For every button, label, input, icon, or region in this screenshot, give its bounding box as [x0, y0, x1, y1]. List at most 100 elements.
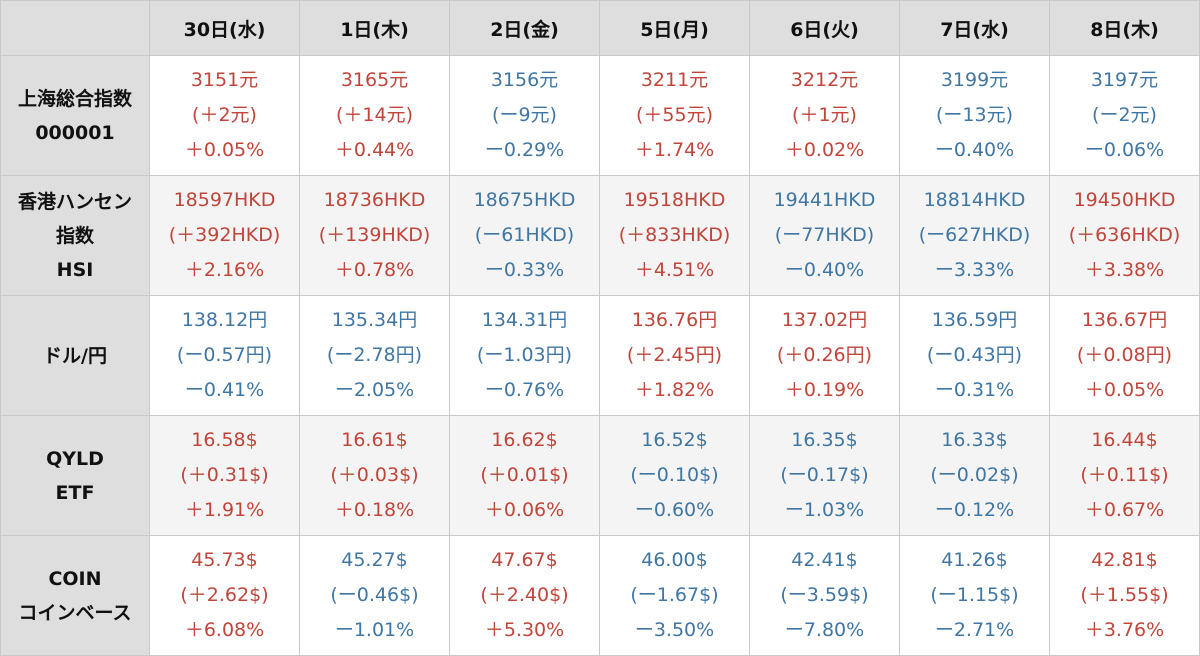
price-value: 16.58$: [191, 429, 258, 451]
price-value: 19441HKD: [773, 189, 876, 211]
change-value: (ー0.17$): [780, 464, 869, 486]
percent-change: ＋0.05%: [184, 139, 265, 161]
table-body: 上海総合指数 000001 3151元 (＋2元) ＋0.05% 3165元 (＋14元) ＋…: [0, 55, 1200, 656]
change-value: (＋55元): [635, 104, 713, 126]
percent-change: ＋4.51%: [634, 259, 715, 281]
quote-cell: 16.33$ (ー0.02$) ー0.12%: [899, 415, 1050, 536]
change-value: (＋139HKD): [318, 224, 431, 246]
quote-cell: 136.67円 (＋0.08円) ＋0.05%: [1049, 295, 1200, 416]
change-value: (＋2.62$): [180, 584, 269, 606]
price-value: 3165元: [340, 69, 409, 91]
change-value: (＋1.55$): [1080, 584, 1169, 606]
change-value: (＋0.03$): [330, 464, 419, 486]
change-value: (＋2.45円): [626, 344, 723, 366]
day-header: 6日(火): [749, 0, 900, 56]
quote-cell: 134.31円 (ー1.03円) ー0.76%: [449, 295, 600, 416]
percent-change: ー0.33%: [484, 259, 565, 281]
price-value: 16.35$: [791, 429, 858, 451]
quote-cell: 45.27$ (ー0.46$) ー1.01%: [299, 535, 450, 656]
price-value: 3211元: [640, 69, 709, 91]
quote-cell: 16.52$ (ー0.10$) ー0.60%: [599, 415, 750, 536]
change-value: (ー0.43円): [926, 344, 1023, 366]
quote-cell: 136.59円 (ー0.43円) ー0.31%: [899, 295, 1050, 416]
percent-change: ー0.60%: [634, 499, 715, 521]
percent-change: ＋0.44%: [334, 139, 415, 161]
percent-change: ＋0.18%: [334, 499, 415, 521]
quote-cell: 19441HKD (ー77HKD) ー0.40%: [749, 175, 900, 296]
price-value: 45.27$: [341, 549, 408, 571]
price-value: 47.67$: [491, 549, 558, 571]
percent-change: ー0.29%: [484, 139, 565, 161]
change-value: (ー2元): [1092, 104, 1157, 126]
price-value: 16.33$: [941, 429, 1008, 451]
price-value: 46.00$: [641, 549, 708, 571]
quote-cell: 42.81$ (＋1.55$) ＋3.76%: [1049, 535, 1200, 656]
quote-cell: 42.41$ (ー3.59$) ー7.80%: [749, 535, 900, 656]
price-value: 16.44$: [1091, 429, 1158, 451]
change-value: (ー3.59$): [780, 584, 869, 606]
price-value: 19518HKD: [623, 189, 726, 211]
price-value: 42.41$: [791, 549, 858, 571]
change-value: (＋0.31$): [180, 464, 269, 486]
price-value: 138.12円: [181, 309, 268, 331]
quote-cell: 41.26$ (ー1.15$) ー2.71%: [899, 535, 1050, 656]
quote-cell: 137.02円 (＋0.26円) ＋0.19%: [749, 295, 900, 416]
change-value: (ー0.46$): [330, 584, 419, 606]
change-value: (ー2.78円): [326, 344, 423, 366]
percent-change: ＋1.74%: [634, 139, 715, 161]
price-value: 18736HKD: [323, 189, 426, 211]
quote-cell: 16.35$ (ー0.17$) ー1.03%: [749, 415, 900, 536]
quote-cell: 18597HKD (＋392HKD) ＋2.16%: [149, 175, 300, 296]
change-value: (ー13元): [935, 104, 1013, 126]
quote-cell: 19450HKD (＋636HKD) ＋3.38%: [1049, 175, 1200, 296]
change-value: (ー1.67$): [630, 584, 719, 606]
change-value: (ー0.57円): [176, 344, 273, 366]
day-header: 7日(水): [899, 0, 1050, 56]
quote-cell: 138.12円 (ー0.57円) ー0.41%: [149, 295, 300, 416]
table-row: QYLD ETF 16.58$ (＋0.31$) ＋1.91% 16.61$ (＋0.03$…: [0, 415, 1200, 536]
change-value: (＋0.08円): [1076, 344, 1173, 366]
price-value: 16.62$: [491, 429, 558, 451]
percent-change: ー0.40%: [934, 139, 1015, 161]
table-row: 香港ハンセン 指数 HSI 18597HKD (＋392HKD) ＋2.16% 18736H…: [0, 175, 1200, 296]
change-value: (＋14元): [335, 104, 413, 126]
quote-cell: 46.00$ (ー1.67$) ー3.50%: [599, 535, 750, 656]
price-value: 42.81$: [1091, 549, 1158, 571]
header-corner: [0, 0, 150, 56]
percent-change: ＋0.19%: [784, 379, 865, 401]
row-label-line: COIN: [48, 567, 102, 590]
percent-change: ＋6.08%: [184, 619, 265, 641]
quote-cell: 16.62$ (＋0.01$) ＋0.06%: [449, 415, 600, 536]
percent-change: ＋3.38%: [1084, 259, 1165, 281]
price-value: 3151元: [190, 69, 259, 91]
percent-change: ＋0.02%: [784, 139, 865, 161]
change-value: (＋0.01$): [480, 464, 569, 486]
row-label: ドル/円: [0, 295, 150, 416]
quote-cell: 19518HKD (＋833HKD) ＋4.51%: [599, 175, 750, 296]
percent-change: ー2.05%: [334, 379, 415, 401]
percent-change: ー2.71%: [934, 619, 1015, 641]
change-value: (＋2元): [192, 104, 257, 126]
percent-change: ー1.03%: [784, 499, 865, 521]
quote-cell: 47.67$ (＋2.40$) ＋5.30%: [449, 535, 600, 656]
price-value: 134.31円: [481, 309, 568, 331]
table-row: 上海総合指数 000001 3151元 (＋2元) ＋0.05% 3165元 (＋14元) ＋…: [0, 55, 1200, 176]
quote-cell: 18675HKD (ー61HKD) ー0.33%: [449, 175, 600, 296]
quote-cell: 3151元 (＋2元) ＋0.05%: [149, 55, 300, 176]
change-value: (ー1.15$): [930, 584, 1019, 606]
day-header: 1日(木): [299, 0, 450, 56]
percent-change: ー7.80%: [784, 619, 865, 641]
percent-change: ＋0.05%: [1084, 379, 1165, 401]
quote-cell: 136.76円 (＋2.45円) ＋1.82%: [599, 295, 750, 416]
day-header: 30日(水): [149, 0, 300, 56]
percent-change: ＋0.78%: [334, 259, 415, 281]
quote-cell: 18736HKD (＋139HKD) ＋0.78%: [299, 175, 450, 296]
percent-change: ー0.41%: [184, 379, 265, 401]
price-value: 18675HKD: [473, 189, 576, 211]
change-value: (＋1元): [792, 104, 857, 126]
percent-change: ＋1.91%: [184, 499, 265, 521]
quote-cell: 135.34円 (ー2.78円) ー2.05%: [299, 295, 450, 416]
change-value: (ー61HKD): [474, 224, 575, 246]
quote-cell: 16.44$ (＋0.11$) ＋0.67%: [1049, 415, 1200, 536]
row-label-line: 指数: [55, 224, 94, 247]
